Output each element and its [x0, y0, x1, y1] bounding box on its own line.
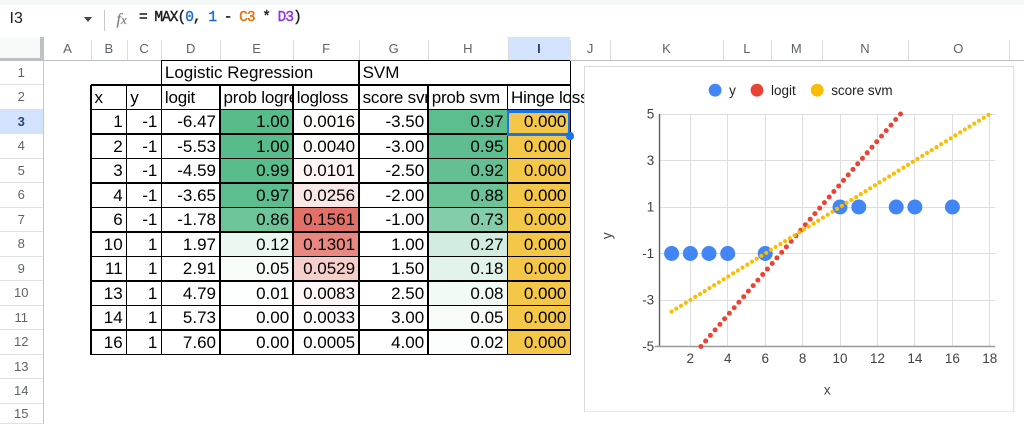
svg-text:-5: -5 — [642, 339, 654, 354]
svg-text:logit: logit — [771, 83, 796, 98]
svg-text:6: 6 — [762, 351, 770, 366]
svg-text:y: y — [600, 232, 615, 239]
svg-text:8: 8 — [799, 351, 806, 366]
svg-text:1: 1 — [647, 200, 655, 215]
svg-text:y: y — [729, 83, 736, 98]
svg-text:x: x — [824, 383, 831, 398]
svg-text:12: 12 — [870, 351, 885, 366]
svg-text:10: 10 — [833, 351, 848, 366]
svg-text:score svm: score svm — [831, 83, 892, 98]
svg-text:3: 3 — [647, 153, 655, 168]
svg-text:16: 16 — [945, 351, 960, 366]
svg-text:4: 4 — [724, 351, 732, 366]
svg-text:5: 5 — [647, 107, 655, 122]
svg-text:14: 14 — [908, 351, 923, 366]
svg-text:18: 18 — [983, 351, 998, 366]
svg-text:-1: -1 — [642, 246, 654, 261]
svg-text:2: 2 — [687, 351, 695, 366]
svg-text:-3: -3 — [642, 293, 654, 308]
